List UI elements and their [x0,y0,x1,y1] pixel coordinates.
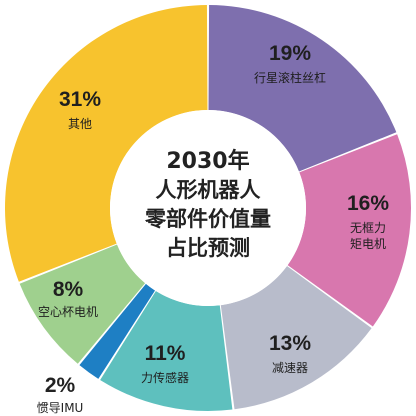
slice-percent-label: 2% [45,374,76,397]
center-title-line-3: 零部件价值量 [144,207,271,231]
slice-6 [19,244,146,364]
slice-4 [100,291,233,412]
slice-percent-label: 11% [145,342,186,365]
center-title-line-1: 2030年 [166,148,249,174]
slice-percent-label: 13% [269,332,311,355]
slice-name-label: 力传感器 [141,370,189,385]
donut-hole [110,110,306,306]
slice-name-label: 矩电机 [350,237,386,251]
center-title-line-2: 人形机器人 [156,178,261,202]
slice-name-label: 减速器 [272,361,308,375]
slice-percent-label: 8% [53,278,84,301]
slice-percent-label: 16% [347,192,389,215]
slice-5 [79,283,156,379]
slice-name-label: 无框力 [350,221,386,235]
slice-2 [287,134,411,327]
slice-name-label: 其他 [68,117,92,131]
slice-1 [208,5,397,172]
slice-3 [220,266,372,410]
slice-name-label: 惯导IMU [37,400,84,415]
slice-percent-label: 19% [269,42,311,65]
slice-7 [5,5,208,282]
center-title-line-4: 占比预测 [166,236,250,260]
slice-name-label: 行星滚柱丝杠 [254,70,326,85]
slice-name-label: 空心杯电机 [38,305,98,319]
donut-slices [5,5,411,412]
center-title: 2030年 人形机器人 零部件价值量 占比预测 [144,148,271,260]
slice-percent-label: 31% [59,88,101,111]
